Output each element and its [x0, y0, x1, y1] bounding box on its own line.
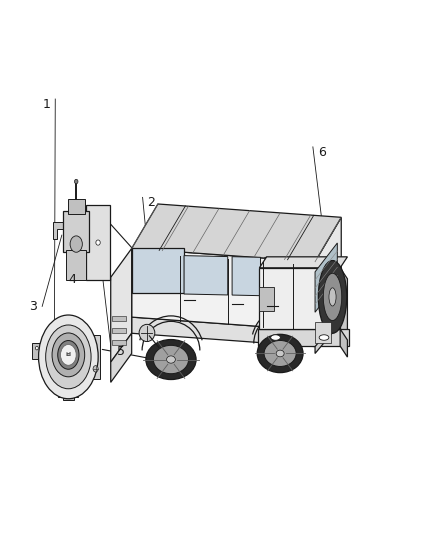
- Ellipse shape: [96, 240, 100, 245]
- Ellipse shape: [52, 333, 85, 377]
- Bar: [63, 211, 89, 252]
- Ellipse shape: [323, 273, 342, 320]
- Polygon shape: [265, 257, 291, 296]
- Text: 6: 6: [318, 146, 325, 159]
- Ellipse shape: [70, 236, 82, 252]
- Ellipse shape: [166, 356, 175, 363]
- Polygon shape: [111, 248, 132, 362]
- Polygon shape: [232, 257, 261, 296]
- Polygon shape: [111, 333, 132, 382]
- Ellipse shape: [58, 341, 79, 369]
- Bar: [315, 322, 331, 343]
- Polygon shape: [315, 243, 337, 312]
- Ellipse shape: [276, 350, 284, 357]
- Ellipse shape: [146, 340, 196, 379]
- Text: 5: 5: [117, 345, 125, 358]
- Text: 4: 4: [69, 273, 77, 286]
- Polygon shape: [259, 257, 347, 268]
- Ellipse shape: [257, 334, 303, 373]
- Ellipse shape: [319, 335, 329, 340]
- Polygon shape: [32, 343, 42, 359]
- Ellipse shape: [264, 341, 296, 367]
- Bar: [258, 329, 349, 346]
- Bar: [259, 287, 274, 311]
- Bar: [259, 268, 340, 329]
- Polygon shape: [132, 204, 341, 262]
- Text: 1: 1: [42, 98, 50, 111]
- Bar: [112, 328, 127, 333]
- Ellipse shape: [46, 325, 91, 389]
- Ellipse shape: [329, 288, 336, 306]
- Ellipse shape: [39, 315, 98, 399]
- Polygon shape: [132, 248, 184, 293]
- Ellipse shape: [318, 261, 347, 333]
- Bar: [112, 316, 127, 321]
- Polygon shape: [132, 317, 315, 346]
- Polygon shape: [91, 335, 100, 379]
- Text: 2: 2: [148, 196, 155, 209]
- Ellipse shape: [74, 179, 78, 184]
- Text: id: id: [65, 352, 71, 358]
- Ellipse shape: [63, 348, 74, 362]
- Bar: [86, 205, 110, 280]
- Polygon shape: [63, 397, 74, 400]
- Polygon shape: [53, 222, 63, 239]
- Ellipse shape: [35, 346, 38, 350]
- Ellipse shape: [139, 325, 155, 342]
- Polygon shape: [315, 316, 341, 353]
- Ellipse shape: [93, 366, 98, 372]
- Ellipse shape: [153, 345, 188, 374]
- Polygon shape: [58, 388, 78, 397]
- Polygon shape: [340, 268, 347, 340]
- Bar: [68, 199, 85, 214]
- Polygon shape: [132, 248, 315, 330]
- Ellipse shape: [271, 335, 280, 340]
- Polygon shape: [340, 329, 347, 357]
- Polygon shape: [184, 256, 228, 295]
- Polygon shape: [315, 217, 341, 346]
- Bar: [66, 250, 86, 280]
- Ellipse shape: [60, 344, 76, 365]
- Text: 3: 3: [29, 300, 37, 313]
- Bar: [112, 341, 127, 345]
